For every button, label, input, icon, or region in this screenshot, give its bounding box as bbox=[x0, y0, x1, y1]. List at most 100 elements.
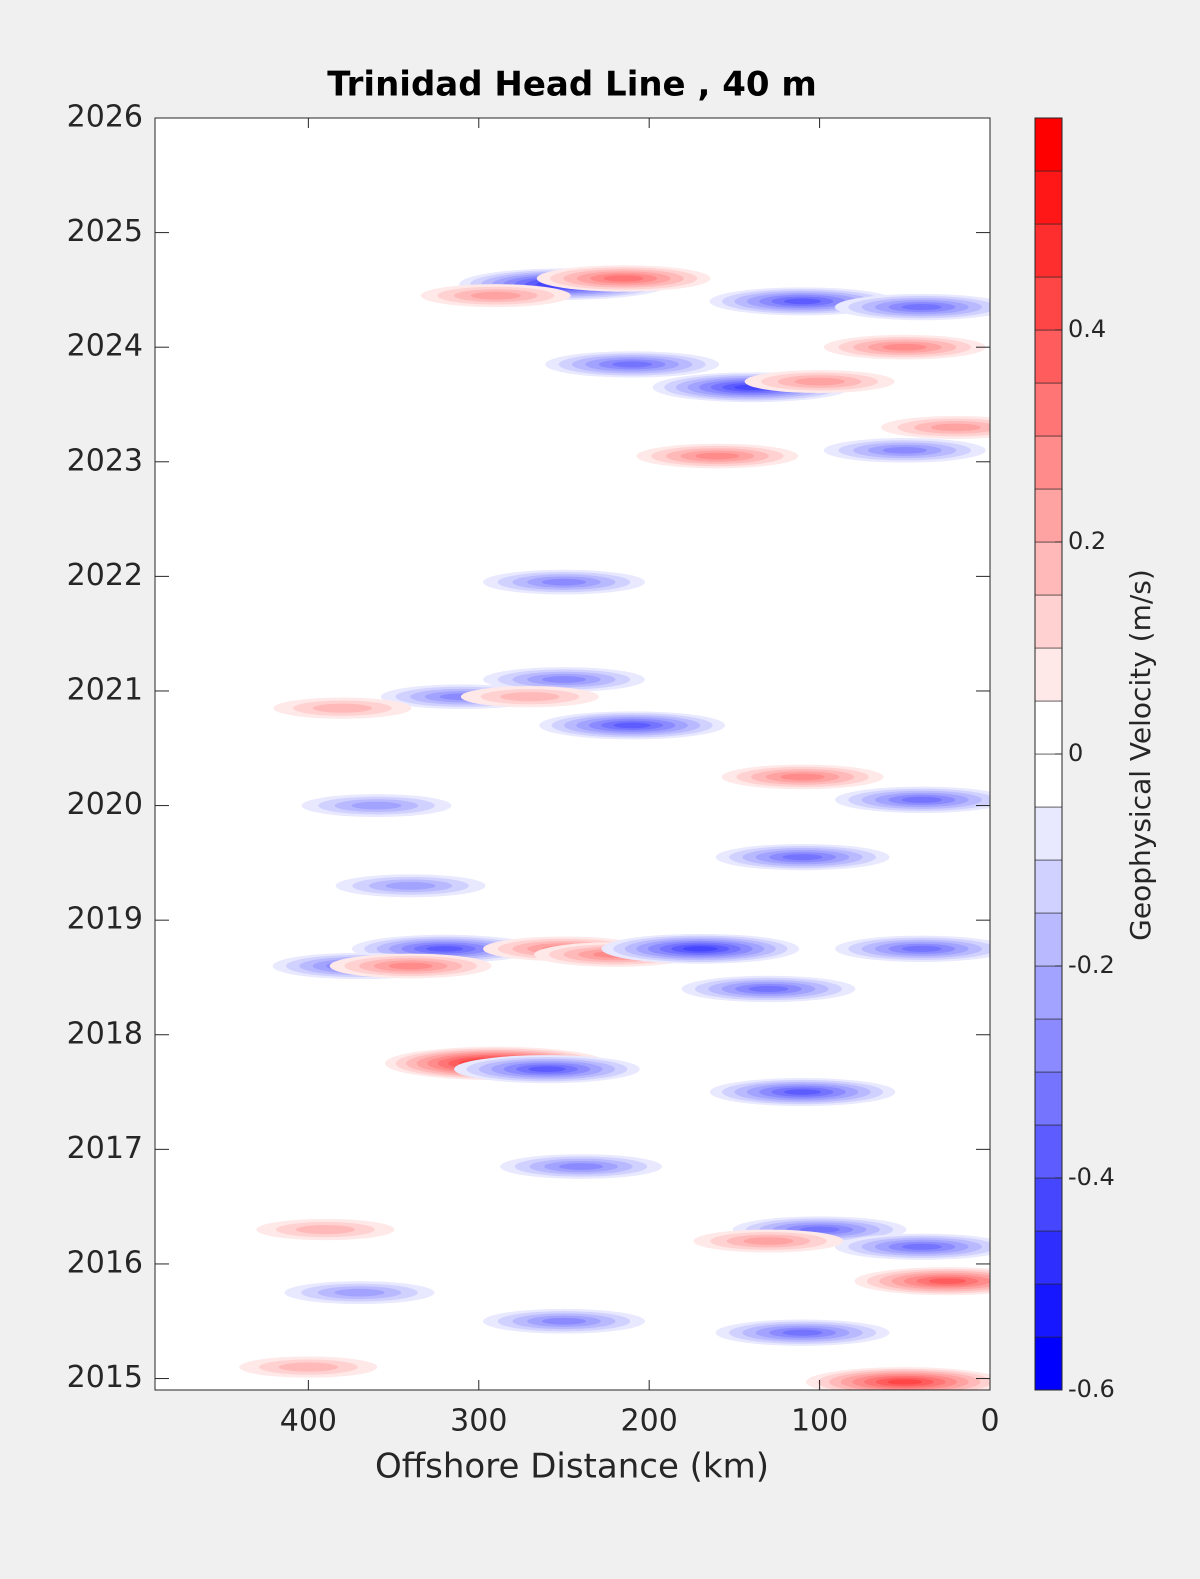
contour-level bbox=[500, 692, 560, 702]
contour-level bbox=[528, 1066, 566, 1072]
contour-level bbox=[388, 962, 433, 970]
y-tick-label: 2023 bbox=[67, 443, 143, 478]
contour-level bbox=[782, 1329, 823, 1336]
colorbar-band bbox=[1034, 594, 1063, 649]
contour-feature bbox=[536, 265, 711, 292]
contour-feature bbox=[834, 935, 990, 962]
contour-feature bbox=[454, 1055, 640, 1084]
contour-level bbox=[930, 423, 981, 432]
y-tick-label: 2017 bbox=[67, 1131, 143, 1166]
contour-level bbox=[695, 452, 740, 460]
chart-title: Trinidad Head Line , 40 m bbox=[327, 65, 817, 105]
contour-feature bbox=[335, 874, 486, 898]
contour-feature bbox=[854, 1267, 990, 1296]
contour-feature bbox=[744, 370, 895, 394]
colorbar-tick-label: -0.6 bbox=[1068, 1375, 1115, 1403]
y-tick-label: 2018 bbox=[67, 1016, 143, 1051]
contour-feature bbox=[681, 975, 856, 1003]
contour-feature bbox=[256, 1218, 395, 1241]
contour-feature bbox=[420, 284, 571, 308]
contour-feature bbox=[329, 953, 492, 979]
colorbar: -0.6 -0.4 -0.2 0 0.2 0.4 bbox=[1034, 117, 1115, 1403]
contour-feature bbox=[500, 1154, 662, 1179]
contour-level bbox=[541, 676, 587, 683]
contour-feature bbox=[823, 334, 986, 360]
contour-feature bbox=[351, 934, 538, 963]
contour-level bbox=[882, 446, 927, 454]
contour-feature bbox=[834, 1233, 990, 1260]
contour-feature bbox=[834, 786, 990, 814]
contour-level bbox=[541, 578, 587, 586]
colorbar-tick-label: 0.4 bbox=[1068, 315, 1106, 343]
contour-level bbox=[901, 796, 942, 803]
contour-feature bbox=[239, 1356, 378, 1378]
contour-level bbox=[470, 291, 521, 300]
y-tick-label: 2022 bbox=[67, 558, 143, 593]
colorbar-tick-label: 0 bbox=[1068, 739, 1083, 767]
colorbar-band bbox=[1034, 1336, 1063, 1391]
contour-feature bbox=[805, 1367, 990, 1390]
contour-level bbox=[351, 801, 402, 810]
colorbar-band bbox=[1034, 1283, 1063, 1338]
x-tick-label: 0 bbox=[980, 1404, 999, 1439]
colorbar-band bbox=[1034, 859, 1063, 914]
contour-feature bbox=[880, 415, 990, 439]
x-tick-label: 200 bbox=[621, 1404, 678, 1439]
colorbar-band bbox=[1034, 276, 1063, 331]
colorbar-band bbox=[1034, 1124, 1063, 1179]
contour-level bbox=[928, 1278, 966, 1284]
colorbar-band bbox=[1034, 1177, 1063, 1232]
colorbar-band bbox=[1034, 1230, 1063, 1285]
contour-feature bbox=[460, 686, 599, 708]
y-tick-label: 2015 bbox=[67, 1360, 143, 1395]
colorbar-tick-label: -0.4 bbox=[1068, 1163, 1115, 1191]
contour-feature bbox=[545, 351, 720, 378]
contour-feature bbox=[715, 843, 890, 871]
contour-level bbox=[334, 1288, 385, 1297]
contour-level bbox=[743, 1237, 794, 1245]
colorbar-tick-label: 0.2 bbox=[1068, 527, 1106, 555]
colorbar-band bbox=[1034, 170, 1063, 225]
colorbar-band bbox=[1034, 647, 1063, 702]
contour-field bbox=[239, 265, 990, 1390]
contour-level bbox=[426, 946, 464, 952]
contour-feature bbox=[483, 569, 645, 595]
contour-feature bbox=[301, 794, 452, 818]
contour-level bbox=[748, 985, 789, 992]
contour-feature bbox=[636, 443, 799, 469]
contour-feature bbox=[709, 1078, 896, 1107]
colorbar-band bbox=[1034, 488, 1063, 543]
contour-feature bbox=[284, 1281, 435, 1305]
contour-level bbox=[901, 1243, 942, 1250]
y-tick-label: 2026 bbox=[67, 100, 143, 135]
y-tick-label: 2021 bbox=[67, 672, 143, 707]
colorbar-band bbox=[1034, 329, 1063, 384]
contour-level bbox=[682, 946, 718, 952]
plot-frame bbox=[154, 117, 991, 1391]
contour-feature bbox=[693, 1229, 844, 1253]
contour-feature bbox=[823, 438, 986, 463]
x-tick-label: 300 bbox=[450, 1404, 507, 1439]
contour-level bbox=[782, 854, 823, 861]
contour-level bbox=[385, 881, 436, 890]
colorbar-band bbox=[1034, 223, 1063, 278]
y-tick-label: 2016 bbox=[67, 1245, 143, 1280]
colorbar-band bbox=[1034, 753, 1063, 808]
contour-level bbox=[295, 1225, 355, 1235]
contour-feature bbox=[539, 711, 726, 740]
colorbar-band bbox=[1034, 1018, 1063, 1073]
colorbar-band bbox=[1034, 117, 1063, 172]
contour-level bbox=[794, 377, 845, 386]
colorbar-band bbox=[1034, 541, 1063, 596]
contour-feature bbox=[483, 667, 645, 692]
contour-level bbox=[603, 275, 644, 282]
x-axis-label: Offshore Distance (km) bbox=[375, 1447, 769, 1487]
y-tick-label: 2025 bbox=[67, 214, 143, 249]
contour-level bbox=[901, 945, 942, 952]
contour-level bbox=[901, 304, 942, 311]
contour-level bbox=[612, 361, 653, 368]
contour-feature bbox=[483, 1308, 645, 1334]
contour-level bbox=[882, 343, 927, 351]
contour-level bbox=[780, 773, 825, 781]
y-tick-label: 2024 bbox=[67, 329, 143, 364]
